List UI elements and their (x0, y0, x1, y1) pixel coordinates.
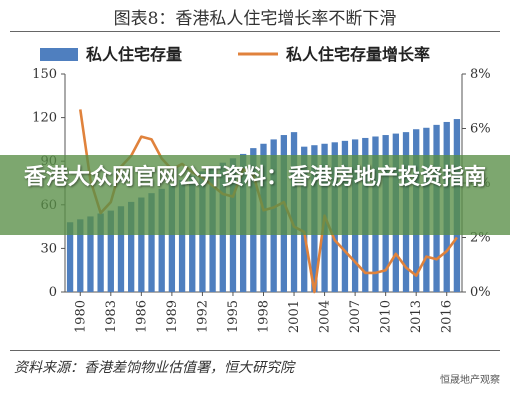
x-tick-label: 2007 (348, 300, 363, 333)
legend-line-label: 私人住宅存量增长率 (286, 45, 430, 64)
x-tick-label: 1995 (226, 300, 241, 333)
left-tick-label: 30 (40, 241, 57, 256)
source-note: 资料来源：香港差饷物业估值署，恒大研究院 (14, 360, 294, 376)
overlay-banner-text: 香港大众网官网公开资料：香港房地产投资指南 (23, 165, 486, 190)
right-tick-label: 6% (470, 122, 491, 137)
right-tick-label: 0% (470, 285, 491, 300)
watermark-text: 恒晟地产观察 (440, 375, 500, 386)
legend: 私人住宅存量 私人住宅存量增长率 (40, 45, 430, 64)
x-tick-label: 2010 (379, 300, 394, 333)
x-tick-label: 1986 (134, 300, 149, 333)
top-rule (10, 31, 500, 32)
bar (77, 219, 84, 292)
bar (107, 210, 114, 292)
bar (158, 188, 165, 292)
bar (138, 197, 145, 292)
bottom-rule (10, 350, 500, 351)
bar (117, 206, 125, 292)
bar (128, 201, 135, 292)
bar (97, 213, 104, 292)
bar (87, 216, 94, 292)
x-tick-label: 2016 (440, 300, 455, 333)
x-tick-label: 2001 (287, 300, 302, 333)
x-tick-label: 1989 (165, 300, 180, 333)
x-tick-label: 1998 (257, 300, 272, 333)
bar (168, 184, 176, 292)
left-tick-label: 0 (49, 285, 57, 300)
x-tick-label: 1992 (195, 300, 210, 333)
x-tick-label: 2004 (318, 300, 333, 333)
x-tick-label: 2013 (409, 300, 424, 333)
x-tick-label: 1983 (104, 300, 119, 333)
x-tick-label: 1980 (73, 300, 88, 333)
left-tick-label: 150 (32, 67, 57, 82)
legend-bar-swatch (40, 48, 78, 61)
x-ticks: 1980 1983 1986 1989 1992 1995 1998 2001 2004 2007… (73, 292, 455, 333)
figure-title: 图表8：香港私人住宅增长率不断下滑 (113, 9, 397, 29)
bar (178, 180, 186, 292)
bar (148, 193, 155, 292)
legend-bar-label: 私人住宅存量 (86, 45, 182, 64)
overlay-banner: 香港大众网官网公开资料：香港房地产投资指南 (0, 155, 510, 235)
right-tick-label: 8% (470, 67, 491, 82)
bar (66, 222, 74, 292)
left-tick-label: 120 (32, 111, 57, 126)
